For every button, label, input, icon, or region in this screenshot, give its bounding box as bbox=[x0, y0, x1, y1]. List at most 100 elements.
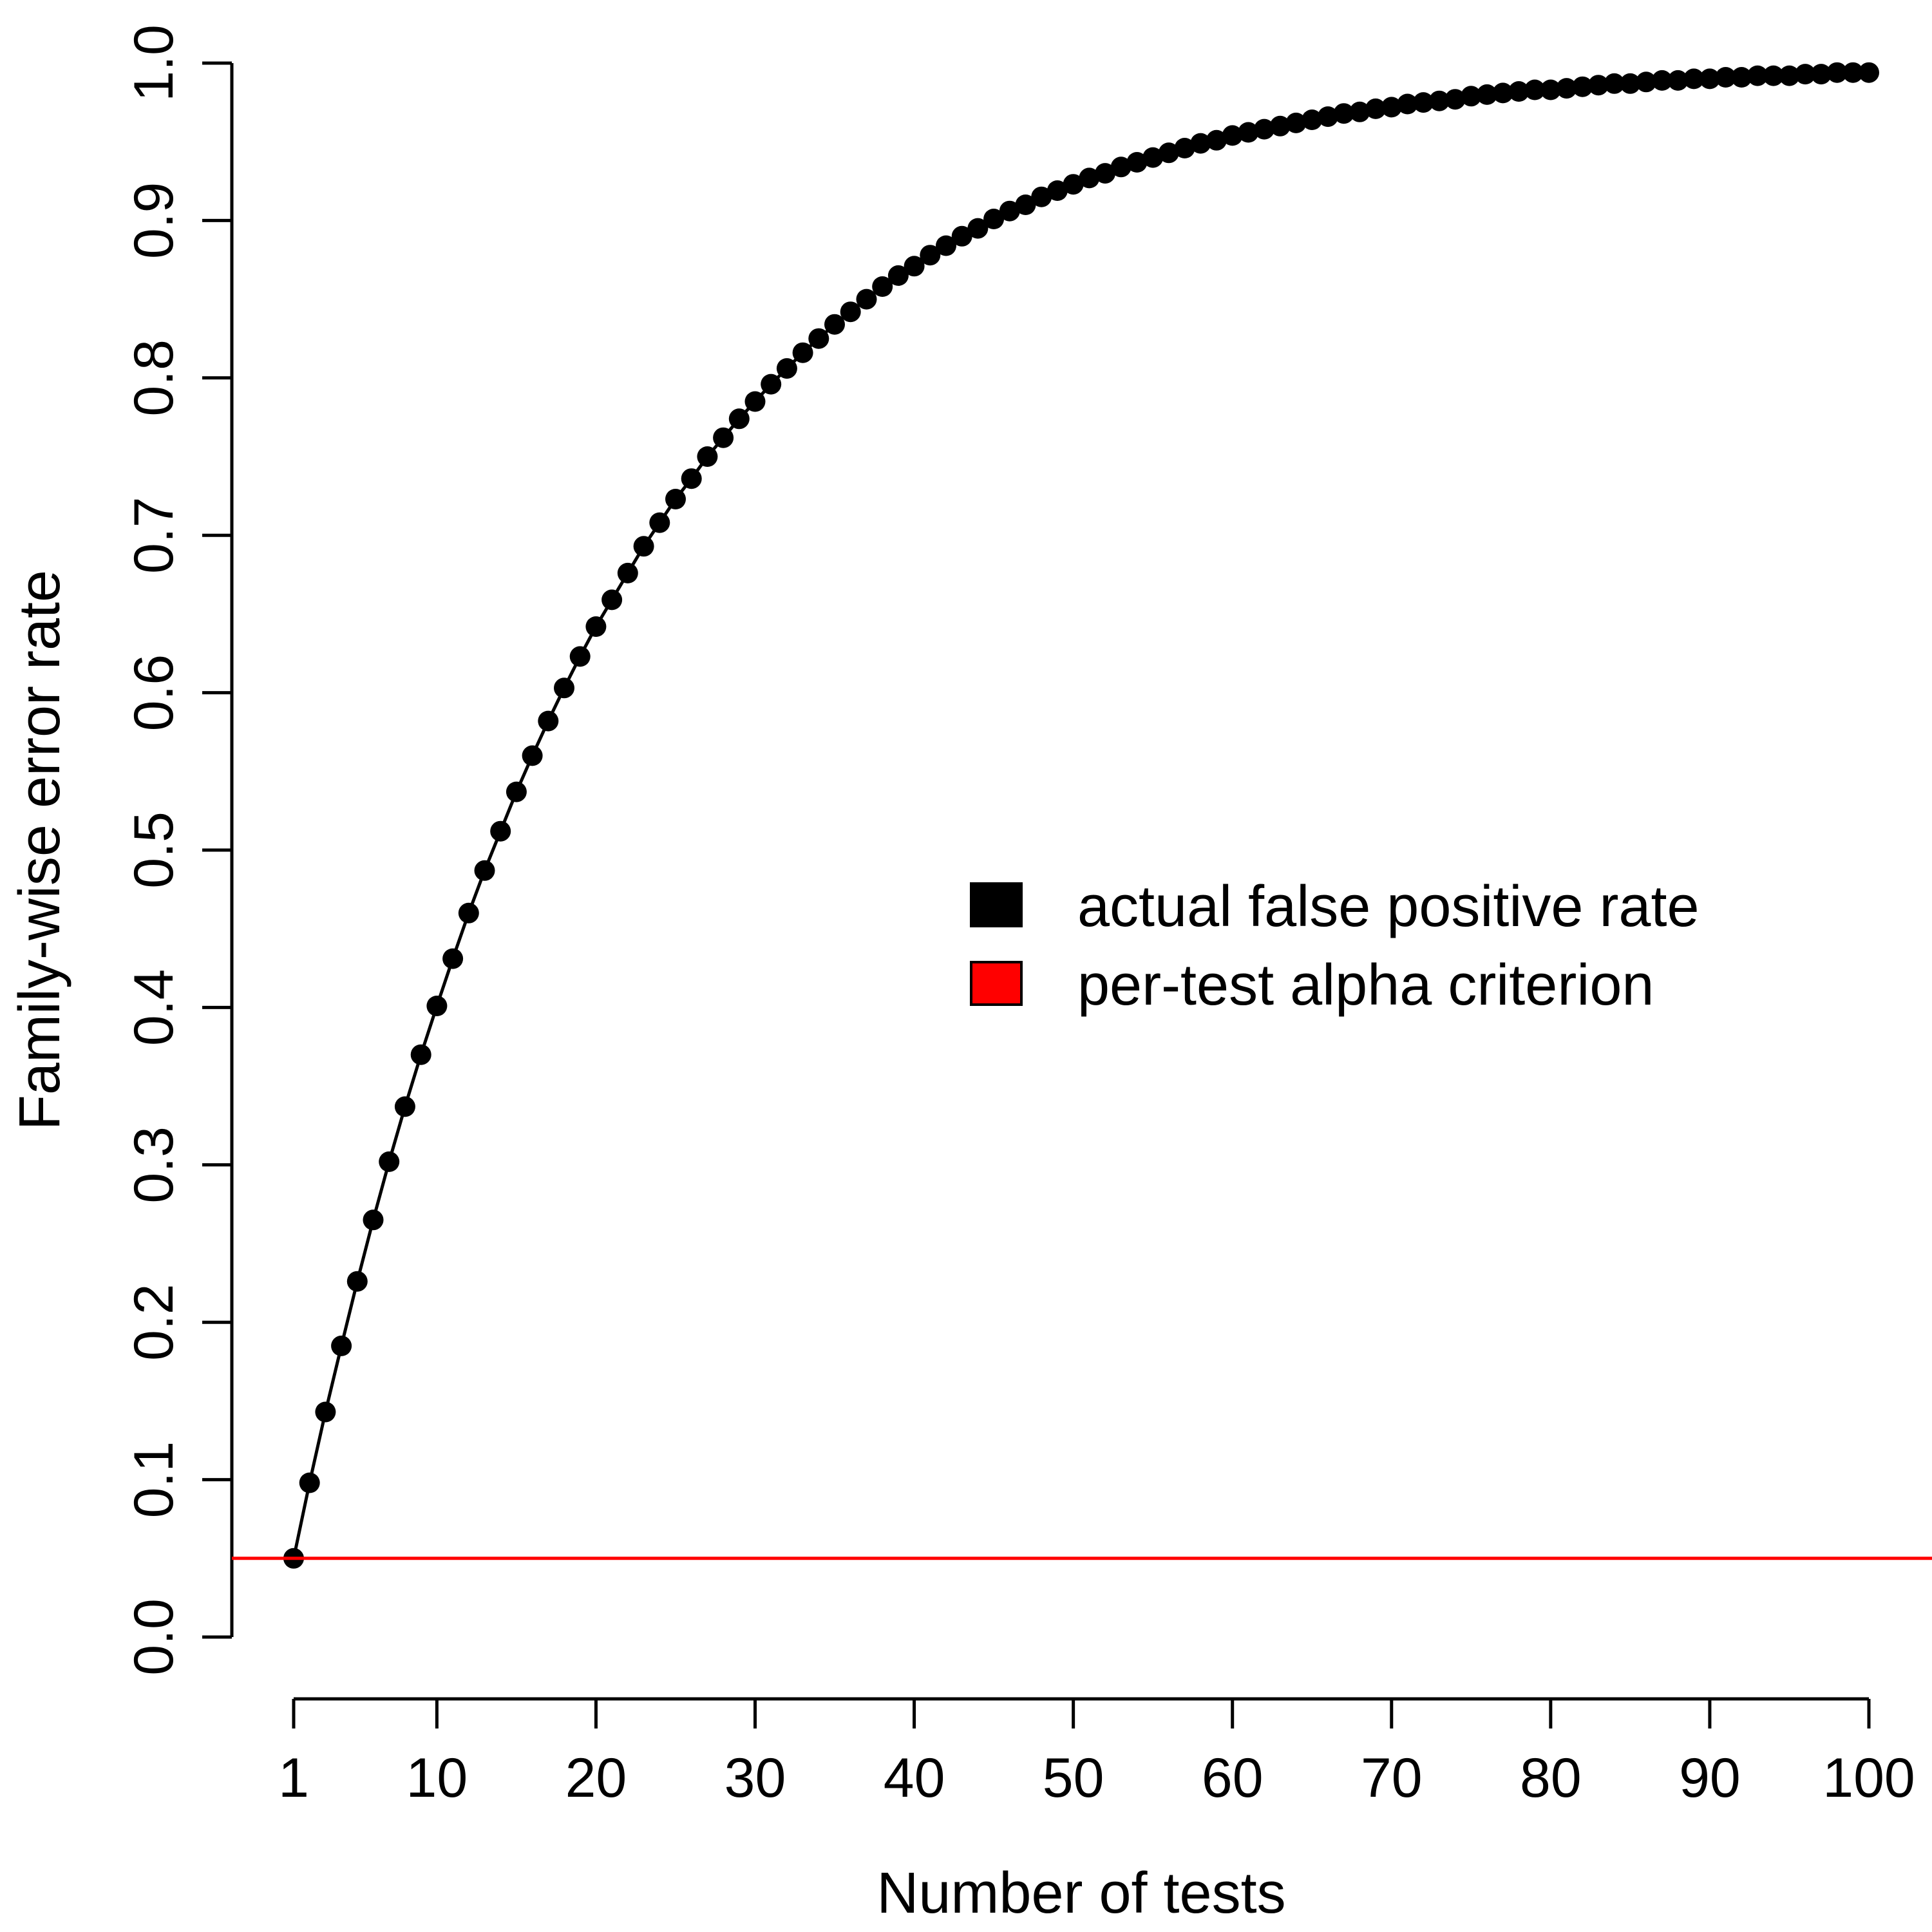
data-point bbox=[1063, 174, 1084, 195]
x-tick-label: 90 bbox=[1679, 1747, 1741, 1809]
legend: actual false positive rate per-test alpha… bbox=[970, 875, 1700, 1018]
data-point bbox=[1302, 109, 1323, 130]
x-axis-title: Number of tests bbox=[876, 1861, 1285, 1926]
y-tick-label: 0.4 bbox=[123, 969, 185, 1046]
data-point bbox=[426, 996, 448, 1016]
data-point bbox=[1428, 90, 1450, 111]
data-point bbox=[1031, 186, 1052, 207]
data-point bbox=[1190, 133, 1211, 154]
data-point bbox=[1079, 167, 1100, 189]
fwer-series-line bbox=[292, 71, 1869, 1559]
data-point bbox=[506, 781, 527, 802]
data-point bbox=[633, 536, 654, 557]
legend-swatch bbox=[970, 961, 1023, 1006]
data-point bbox=[585, 616, 607, 637]
data-point bbox=[490, 820, 511, 842]
data-point bbox=[1699, 68, 1720, 90]
x-tick-label: 30 bbox=[724, 1747, 786, 1809]
data-point bbox=[1683, 68, 1705, 90]
data-point bbox=[920, 245, 941, 266]
data-point bbox=[1477, 84, 1497, 105]
data-point bbox=[1381, 97, 1402, 118]
data-point bbox=[1572, 76, 1593, 97]
data-point bbox=[649, 512, 670, 533]
y-tick-label: 0.9 bbox=[123, 182, 185, 260]
data-point bbox=[1492, 82, 1513, 104]
data-point bbox=[1620, 73, 1641, 94]
x-tick-label: 70 bbox=[1361, 1747, 1423, 1809]
data-point bbox=[1524, 79, 1546, 100]
data-point bbox=[458, 902, 479, 923]
data-point bbox=[1015, 194, 1036, 215]
y-tick-label: 1.0 bbox=[123, 24, 185, 102]
data-point bbox=[379, 1151, 400, 1172]
x-tick-label: 40 bbox=[884, 1747, 945, 1809]
data-point bbox=[1795, 64, 1816, 85]
data-point bbox=[665, 489, 686, 509]
data-point bbox=[904, 256, 925, 277]
y-tick-label: 0.5 bbox=[123, 811, 185, 889]
x-tick-label: 100 bbox=[1823, 1747, 1915, 1809]
data-point bbox=[681, 468, 702, 489]
data-point bbox=[1810, 64, 1832, 85]
data-point bbox=[1365, 98, 1387, 119]
data-point bbox=[331, 1335, 352, 1356]
data-point bbox=[728, 408, 750, 430]
data-point bbox=[1444, 89, 1466, 110]
data-point bbox=[1604, 73, 1625, 94]
data-point bbox=[776, 358, 797, 379]
x-tick-label: 20 bbox=[565, 1747, 627, 1809]
x-tick-label: 1 bbox=[278, 1747, 309, 1809]
data-point bbox=[983, 209, 1005, 229]
data-point bbox=[1142, 147, 1164, 168]
data-point bbox=[1174, 138, 1195, 158]
data-point bbox=[951, 225, 972, 247]
data-point bbox=[1588, 75, 1609, 96]
data-point bbox=[1158, 142, 1179, 164]
data-point bbox=[1222, 125, 1243, 146]
data-point bbox=[1779, 65, 1800, 86]
data-point bbox=[1747, 65, 1768, 86]
y-tick-label: 0.6 bbox=[123, 654, 185, 732]
data-point bbox=[617, 562, 638, 583]
data-point bbox=[1859, 62, 1879, 83]
data-point bbox=[1508, 81, 1530, 102]
data-point bbox=[538, 710, 559, 732]
data-point bbox=[1842, 62, 1864, 83]
y-tick-label: 0.8 bbox=[123, 339, 185, 417]
data-point bbox=[299, 1472, 320, 1493]
data-point bbox=[761, 374, 782, 395]
data-point bbox=[824, 314, 845, 335]
data-point bbox=[569, 646, 591, 667]
data-point bbox=[1206, 129, 1227, 151]
data-point bbox=[1269, 115, 1291, 137]
y-tick-label: 0.7 bbox=[123, 497, 185, 574]
data-point bbox=[474, 860, 495, 881]
data-point bbox=[792, 342, 813, 363]
data-point bbox=[840, 301, 861, 323]
data-point bbox=[967, 218, 989, 239]
data-point bbox=[744, 391, 766, 412]
data-point bbox=[1651, 70, 1672, 91]
data-point bbox=[872, 276, 893, 297]
data-point bbox=[1095, 163, 1116, 184]
data-point bbox=[856, 289, 877, 310]
data-point bbox=[808, 328, 829, 349]
data-point bbox=[1126, 152, 1148, 173]
y-tick-label: 0.3 bbox=[123, 1126, 185, 1204]
y-tick-label: 0.2 bbox=[123, 1283, 185, 1361]
data-point bbox=[346, 1271, 368, 1292]
legend-swatch bbox=[970, 882, 1023, 927]
data-point bbox=[442, 948, 464, 969]
legend-label: actual false positive rate bbox=[1077, 875, 1700, 939]
data-point bbox=[1763, 65, 1784, 86]
data-point bbox=[1397, 93, 1418, 115]
legend-label: per-test alpha criterion bbox=[1077, 953, 1654, 1018]
data-point bbox=[1285, 112, 1307, 133]
data-point bbox=[363, 1209, 384, 1231]
data-point bbox=[1461, 86, 1482, 107]
x-tick-label: 50 bbox=[1043, 1747, 1104, 1809]
x-tick-label: 80 bbox=[1520, 1747, 1582, 1809]
